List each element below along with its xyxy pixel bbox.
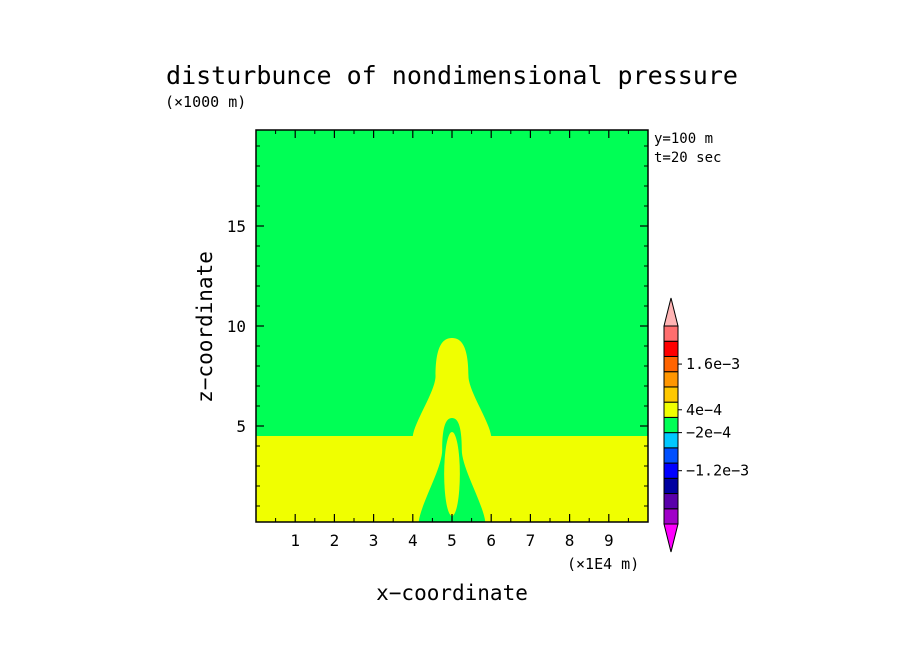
field-core-center: [444, 432, 460, 516]
colorbar-segment: [663, 508, 679, 525]
colorbar-segment: [663, 401, 679, 418]
y-tick-label: 5: [236, 417, 246, 436]
colorbar-label: −1.2e−3: [686, 462, 749, 480]
annotation-t: t=20 sec: [654, 150, 721, 166]
colorbar-segment: [663, 477, 679, 495]
x-axis-label: x−coordinate: [376, 581, 528, 605]
x-tick-label: 9: [604, 531, 614, 550]
colorbar-label: −2e−4: [686, 424, 731, 442]
x-tick-label: 4: [408, 531, 418, 550]
colorbar-segment: [663, 386, 679, 403]
field-outer-plume: [412, 338, 492, 436]
colorbar-label: 4e−4: [686, 401, 722, 419]
x-tick-label: 7: [526, 531, 536, 550]
colorbar-segment: [663, 340, 679, 357]
colorbar-segment: [663, 371, 679, 388]
colorbar-label: 1.6e−3: [686, 355, 740, 373]
x-tick-label: 2: [330, 531, 340, 550]
y-axis-label: z−coordinate: [193, 251, 217, 403]
x-tick-label: 6: [486, 531, 496, 550]
annotation-y: y=100 m: [654, 131, 713, 147]
colorbar-low-arrow: [663, 523, 679, 553]
colorbar-segment: [663, 416, 679, 434]
colorbar-segment: [663, 447, 679, 464]
x-tick-label: 3: [369, 531, 379, 550]
colorbar: 1.6e−3 4e−4 −2e−4 −1.2e−3: [663, 297, 749, 553]
colorbar-high-arrow: [663, 297, 679, 327]
colorbar-segment: [663, 325, 679, 342]
plot-area: [256, 130, 648, 522]
x-tick-label: 5: [447, 531, 457, 550]
axes: 1 2 3 4 5 6 7 8 9 5 10 15: [227, 129, 649, 550]
colorbar-segment: [663, 432, 679, 449]
x-tick-label: 8: [565, 531, 575, 550]
x-tick-label: 1: [290, 531, 300, 550]
chart-title: disturbunce of nondimensional pressure: [166, 61, 738, 90]
colorbar-segment: [663, 493, 679, 510]
colorbar-segment: [663, 355, 679, 373]
y-tick-label: 10: [227, 317, 246, 336]
y-unit-note: (×1000 m): [165, 93, 246, 111]
x-unit-note: (×1E4 m): [567, 555, 639, 573]
y-tick-label: 15: [227, 217, 246, 236]
colorbar-segment: [663, 462, 679, 479]
